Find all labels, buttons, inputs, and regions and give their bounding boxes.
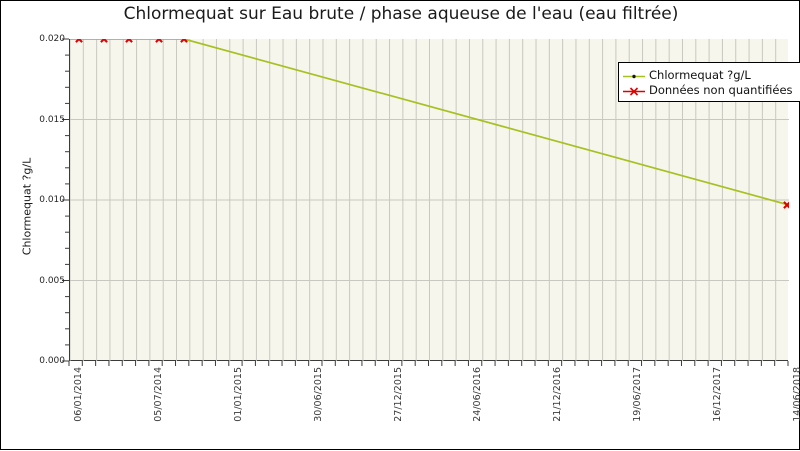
x-tick-label: 16/12/2017 xyxy=(712,367,724,422)
legend-label-series: Chlormequat ?g/L xyxy=(649,67,751,82)
x-axis-labels: 06/01/2014 05/07/2014 01/01/2015 30/06/2015… xyxy=(1,361,800,451)
x-tick-label: 19/06/2017 xyxy=(632,367,644,422)
x-tick-label: 24/06/2016 xyxy=(472,367,484,422)
series-lines xyxy=(70,39,789,206)
x-tick-label: 27/12/2015 xyxy=(392,367,404,422)
y-axis-title: Chlormequat ?g/L xyxy=(20,157,34,256)
chart-title: Chlormequat sur Eau brute / phase aqueus… xyxy=(123,4,679,24)
data-point-marker xyxy=(125,39,133,43)
x-tick-label: 06/01/2014 xyxy=(73,367,84,422)
data-point-marker xyxy=(783,201,789,209)
legend-item-series[interactable]: Chlormequat ?g/L xyxy=(623,67,793,82)
legend-cross-marker-icon xyxy=(623,83,645,96)
data-point-marker xyxy=(180,39,188,43)
horizontal-gridlines xyxy=(70,119,789,281)
legend-dot-marker-icon xyxy=(623,68,645,81)
y-tick-label: 0.000 xyxy=(39,356,65,366)
y-tick-label: 0.005 xyxy=(39,275,65,286)
series-markers xyxy=(75,39,789,209)
legend-label-unquantified: Données non quantifiées xyxy=(649,82,793,97)
x-tick-label: 01/01/2015 xyxy=(232,367,244,422)
x-tick-label: 21/12/2016 xyxy=(552,367,564,422)
y-tick-label: 0.020 xyxy=(39,34,65,44)
legend-item-unquantified[interactable]: Données non quantifiées xyxy=(623,82,793,97)
data-point-marker xyxy=(100,39,108,43)
y-axis-labels: 0.000 0.005 0.010 0.015 0.020 xyxy=(1,1,65,451)
chart-legend: Chlormequat ?g/L Données non quantifiées xyxy=(618,62,800,102)
y-tick-label: 0.015 xyxy=(39,114,65,125)
x-tick-label: 05/07/2014 xyxy=(152,367,164,422)
data-point-marker xyxy=(75,39,83,43)
x-tick-label: 14/06/2018 xyxy=(792,367,800,422)
x-tick-label: 30/06/2015 xyxy=(312,367,324,422)
y-tick-label: 0.010 xyxy=(39,195,65,205)
data-point-marker xyxy=(155,39,163,43)
